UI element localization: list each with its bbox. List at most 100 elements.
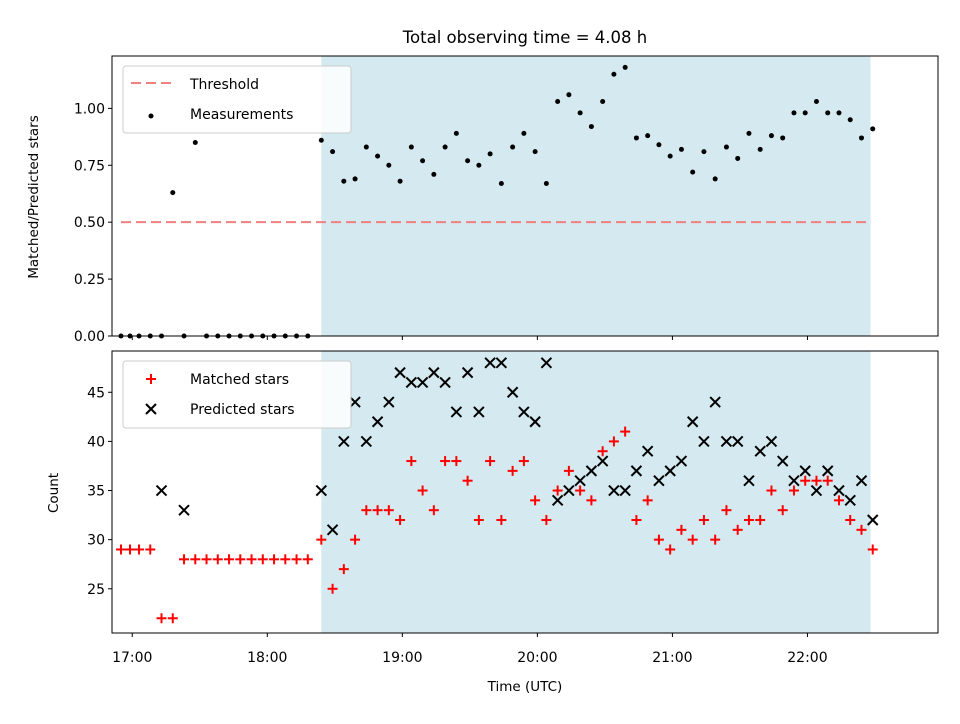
matched-star-point	[822, 475, 833, 486]
predicted-star-point	[810, 484, 823, 497]
measurement-point	[532, 149, 538, 155]
measurement-point	[465, 158, 471, 164]
matched-star-point	[833, 495, 844, 506]
matched-star-point	[383, 505, 394, 516]
measurement-point	[510, 144, 516, 150]
predicted-star-point	[799, 465, 811, 477]
predicted-star-point	[867, 514, 879, 526]
matched-star-point	[316, 534, 327, 545]
measurements-legend-marker	[148, 113, 154, 119]
matched-star-point	[867, 544, 878, 555]
matched-star-point	[507, 465, 518, 476]
predicted-star-point	[765, 435, 778, 448]
bottom-y-axis-label: Count	[46, 473, 62, 513]
measurement-point	[678, 146, 684, 152]
matched-star-point	[518, 456, 529, 467]
measurement-point	[397, 178, 403, 184]
bottom-ytick-label: 30	[87, 533, 105, 549]
measurement-point	[341, 178, 347, 184]
measurement-point	[870, 126, 876, 132]
top-ytick-label: 0.00	[74, 329, 105, 345]
predicted-star-point	[754, 445, 766, 457]
measurement-point	[420, 158, 426, 164]
measurement-point	[723, 144, 729, 150]
matched-star-point	[338, 564, 349, 575]
predicted-star-point	[540, 357, 553, 369]
measurement-point	[498, 180, 504, 186]
predicted-star-point	[776, 455, 789, 467]
matched-star-point	[125, 544, 136, 555]
matched-star-point	[428, 505, 439, 516]
top-ytick-label: 0.25	[74, 272, 105, 288]
predicted-star-point	[653, 474, 665, 487]
measurement-point	[746, 130, 752, 136]
matched-star-point	[224, 554, 235, 565]
predicted-star-point	[833, 484, 845, 497]
observing-span-bottom	[321, 351, 871, 633]
x-tick-label: 20:00	[517, 650, 557, 666]
measurement-point	[487, 151, 493, 157]
matched-star-point	[732, 524, 743, 535]
predicted-star-point	[371, 416, 384, 428]
matched-star-point	[246, 554, 257, 565]
measurement-point	[543, 180, 549, 186]
matched-star-point	[179, 554, 190, 565]
top-ytick-label: 1.00	[74, 101, 105, 117]
predicted-star-point	[338, 435, 350, 448]
predicted-stars-legend-label: Predicted stars	[190, 402, 295, 418]
matched-star-point	[496, 515, 507, 526]
measurement-point	[363, 144, 369, 150]
measurement-point	[408, 144, 414, 150]
top-legend: Threshold Measurements	[122, 65, 352, 134]
predicted-star-point	[495, 357, 508, 369]
matched-star-point	[116, 544, 127, 555]
matched-star-point	[190, 554, 201, 565]
predicted-star-point	[315, 484, 328, 497]
matched-star-point	[755, 515, 766, 526]
measurement-point	[735, 155, 741, 161]
measurement-point	[386, 162, 392, 168]
measurement-point	[858, 135, 864, 141]
measurement-point	[555, 99, 561, 105]
predicted-star-point	[428, 366, 440, 379]
matched-star-point	[766, 485, 777, 496]
matched-star-point	[440, 456, 451, 467]
measurement-point	[476, 162, 482, 168]
predicted-stars-legend-marker	[145, 403, 157, 415]
predicted-star-point	[461, 366, 474, 379]
top-axes-frame	[111, 55, 939, 337]
predicted-star-point	[788, 474, 800, 487]
bottom-panel: 25 30 35 40 45 17:00 18:00 19:00 20:00 21:00 22:0…	[46, 350, 939, 695]
measurement-point	[690, 169, 696, 175]
predicted-star-point	[416, 376, 429, 389]
measurement-point	[622, 64, 628, 70]
predicted-star-point	[822, 465, 834, 477]
matched-star-point	[417, 485, 428, 496]
matched-star-point	[743, 515, 754, 526]
measurement-point	[780, 135, 786, 141]
chart-title: Total observing time = 4.08 h	[402, 28, 647, 47]
top-y-axis-label: Matched/Predicted stars	[26, 115, 42, 278]
matched-star-point	[552, 485, 563, 496]
x-tick-label: 21:00	[652, 650, 692, 666]
predicted-star-point	[394, 366, 406, 379]
predicted-star-point	[731, 435, 744, 448]
measurement-point	[813, 99, 819, 105]
predicted-star-point	[360, 435, 373, 448]
matched-star-point	[777, 505, 788, 516]
matched-star-point	[280, 554, 291, 565]
measurement-point	[318, 137, 324, 143]
predicted-star-point	[563, 484, 575, 497]
matched-star-point	[563, 465, 574, 476]
predicted-star-point	[551, 494, 564, 507]
matched-star-point	[653, 534, 664, 545]
matched-star-point	[530, 495, 541, 506]
measurement-point	[645, 133, 651, 139]
matched-star-point	[541, 515, 552, 526]
matched-star-point	[710, 534, 721, 545]
measurement-point	[825, 110, 831, 116]
predicted-star-point	[743, 474, 755, 487]
predicted-star-point	[608, 484, 620, 497]
matched-star-point	[212, 554, 223, 565]
